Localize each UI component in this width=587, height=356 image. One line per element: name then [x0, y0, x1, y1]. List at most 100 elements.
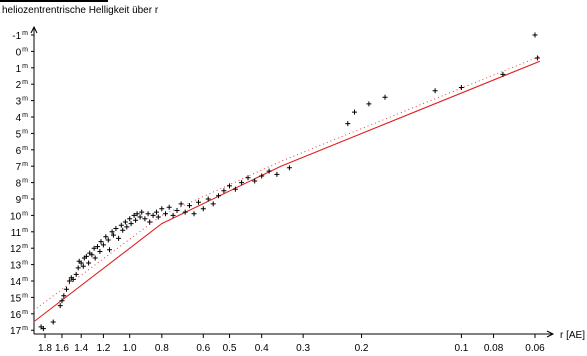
y-tick-label: 17m [10, 325, 28, 337]
y-tick-label: 3m [16, 96, 29, 108]
data-point [200, 206, 206, 212]
data-point [128, 221, 134, 227]
data-point [382, 94, 388, 100]
data-point [80, 263, 86, 269]
x-axis-arrow [546, 330, 555, 338]
data-point [159, 206, 165, 212]
data-point [352, 109, 357, 115]
data-point [120, 227, 126, 233]
data-point [70, 276, 76, 282]
data-point [89, 252, 95, 258]
data-point [109, 229, 115, 235]
data-point [178, 201, 184, 207]
data-point [147, 219, 153, 225]
data-point [127, 216, 133, 222]
data-point [210, 201, 216, 207]
y-tick-label: 5m [16, 128, 29, 140]
x-tick-label: 0.08 [484, 343, 504, 354]
x-tick-label: 0.2 [355, 343, 369, 354]
data-point [83, 253, 89, 259]
y-tick-label: 7m [16, 161, 29, 173]
data-point [259, 173, 265, 179]
title-underline-bar [0, 0, 108, 2]
data-point [266, 168, 272, 174]
data-point [150, 212, 156, 218]
data-point [64, 286, 69, 292]
data-point [345, 121, 351, 127]
data-point [366, 101, 372, 107]
y-tick-label: 8m [16, 178, 29, 190]
x-tick-label: 0.3 [296, 343, 310, 354]
y-tick-label: 15m [10, 292, 28, 304]
x-tick-label: 1.6 [55, 343, 69, 354]
data-point [174, 208, 180, 213]
data-point [500, 71, 506, 77]
data-point [103, 234, 109, 240]
fit-line-dotted [33, 55, 541, 311]
y-tick-label: -1m [12, 30, 28, 42]
data-point [142, 216, 148, 222]
data-point [57, 303, 63, 309]
data-point [40, 326, 46, 332]
x-tick-label: 0.6 [196, 343, 210, 354]
y-tick-label: 14m [10, 276, 28, 288]
data-point [91, 245, 97, 251]
data-point [239, 180, 245, 186]
y-tick-label: 10m [10, 210, 28, 222]
data-points-group [38, 32, 540, 332]
data-point [252, 178, 258, 184]
data-point [59, 298, 65, 304]
x-tick-label: 0.06 [525, 343, 545, 354]
data-point [139, 209, 145, 215]
x-tick-label: 1.2 [96, 343, 110, 354]
data-point [66, 278, 72, 284]
data-point [145, 211, 151, 217]
data-point [154, 209, 159, 215]
data-point [187, 203, 192, 209]
data-point [118, 222, 124, 228]
data-point [227, 183, 232, 189]
x-tick-label: 0.8 [155, 343, 169, 354]
data-point [86, 260, 92, 266]
y-tick-label: 13m [10, 260, 28, 272]
data-point [274, 171, 280, 177]
x-axis-label: r [AE] [560, 330, 585, 341]
data-point [113, 226, 119, 231]
x-tick-label: 1.8 [38, 343, 52, 354]
data-point [432, 88, 438, 94]
data-point [163, 211, 168, 217]
data-point [458, 85, 464, 90]
data-point [75, 265, 81, 271]
y-axis-arrow [30, 25, 38, 34]
x-tick-label: 0.4 [255, 343, 269, 354]
data-point [133, 217, 139, 223]
data-point [196, 199, 201, 205]
y-tick-label: 6m [16, 145, 29, 157]
y-tick-label: 16m [10, 309, 28, 321]
data-point [122, 219, 128, 225]
fit-line-solid [33, 60, 541, 323]
data-point [205, 196, 211, 202]
data-point [124, 224, 130, 230]
data-point [134, 211, 140, 217]
x-tick-label: 0.1 [454, 343, 468, 354]
data-point [286, 165, 292, 171]
data-point [245, 175, 251, 181]
data-point [221, 188, 227, 194]
data-point [107, 247, 112, 253]
data-point [50, 319, 56, 325]
fit-lines-group [33, 55, 541, 323]
y-tick-label: 1m [16, 63, 29, 75]
data-point [78, 260, 84, 266]
data-point [532, 32, 538, 38]
data-point [116, 235, 122, 241]
data-point [61, 293, 67, 299]
data-point [170, 212, 176, 218]
data-point [73, 271, 79, 277]
data-point [98, 239, 104, 245]
data-point [100, 242, 106, 248]
data-point [97, 249, 103, 254]
data-point [191, 211, 197, 217]
y-tick-label: 4m [16, 112, 29, 124]
